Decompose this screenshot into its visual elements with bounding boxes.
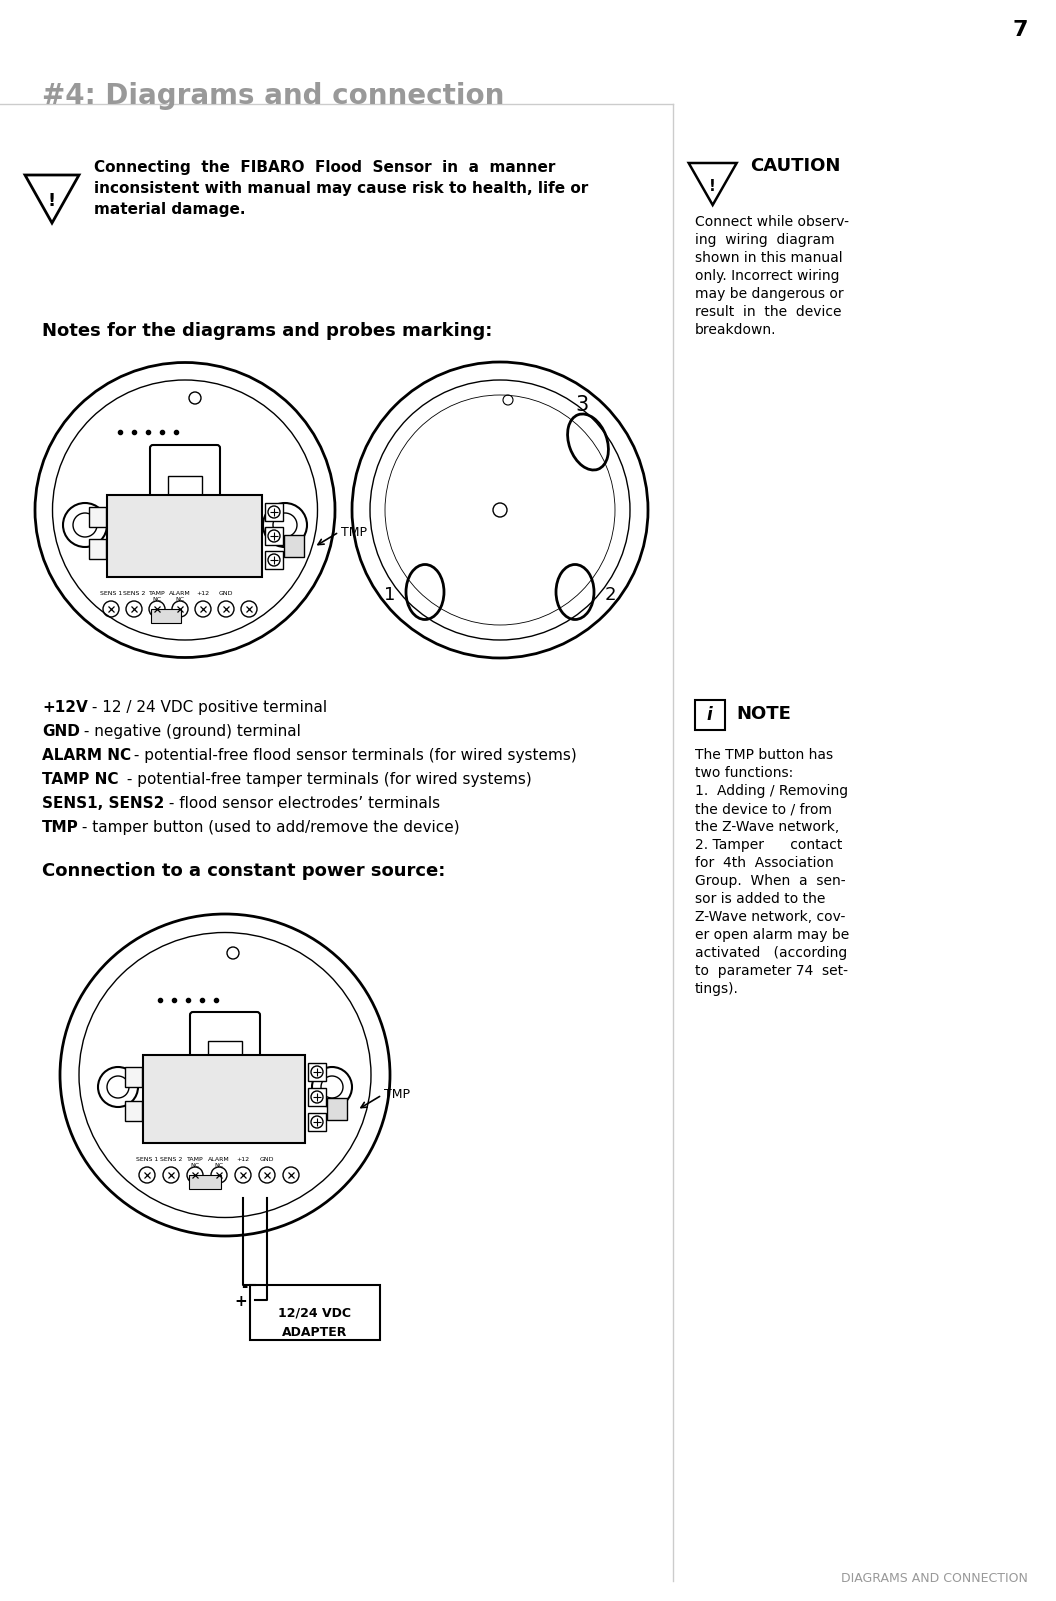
Bar [265,503,283,520]
Text: 12/24 VDC: 12/24 VDC [279,1306,352,1319]
Text: SENS1, SENS2: SENS1, SENS2 [42,796,165,812]
Text: inconsistent with manual may cause risk to health, life or: inconsistent with manual may cause risk … [94,181,588,195]
Bar [327,1098,347,1121]
Text: TAMP
NC: TAMP NC [149,591,166,602]
Bar [125,1101,142,1121]
Text: - flood sensor electrodes’ terminals: - flood sensor electrodes’ terminals [164,796,440,812]
Text: shown in this manual: shown in this manual [695,251,843,266]
Bar [284,535,304,557]
Bar [250,1286,380,1340]
Text: may be dangerous or: may be dangerous or [695,287,844,301]
Bar [265,527,283,544]
Text: - potential-free tamper terminals (for wired systems): - potential-free tamper terminals (for w… [122,772,532,788]
Text: breakdown.: breakdown. [695,323,776,336]
Bar [308,1089,326,1106]
Text: SENS 1: SENS 1 [136,1158,158,1162]
Text: ALARM
NC: ALARM NC [208,1158,230,1167]
Bar [308,1063,326,1081]
Text: TMP: TMP [42,820,79,836]
Text: 3: 3 [576,395,588,415]
Text: Connection to a constant power source:: Connection to a constant power source: [42,861,446,881]
Text: CAUTION: CAUTION [750,157,840,175]
Text: 1.  Adding / Removing: 1. Adding / Removing [695,784,848,797]
Text: - tamper button (used to add/remove the device): - tamper button (used to add/remove the … [77,820,459,836]
Text: activated   (according: activated (according [695,946,847,961]
Text: ADAPTER: ADAPTER [282,1326,347,1338]
Bar [89,508,106,527]
Text: sor is added to the: sor is added to the [695,892,825,906]
Text: Z-Wave network, cov-: Z-Wave network, cov- [695,909,845,924]
Text: +12V: +12V [42,700,88,716]
Text: result  in  the  device: result in the device [695,306,842,319]
Text: SENS 1: SENS 1 [100,591,122,596]
Text: !: ! [48,192,56,210]
Bar [125,1066,142,1087]
Text: TMP: TMP [341,525,367,538]
Text: DIAGRAMS AND CONNECTION: DIAGRAMS AND CONNECTION [842,1572,1027,1585]
Text: +: + [234,1295,247,1310]
Text: the device to / from: the device to / from [695,802,832,817]
Text: for  4th  Association: for 4th Association [695,857,833,869]
Text: material damage.: material damage. [94,202,245,218]
Text: GND: GND [219,591,233,596]
Text: 7: 7 [1013,19,1027,40]
Text: Group.  When  a  sen-: Group. When a sen- [695,874,845,889]
Text: Connect while observ-: Connect while observ- [695,215,849,229]
Text: 2: 2 [604,586,616,604]
Text: GND: GND [42,724,80,740]
Text: SENS 2: SENS 2 [122,591,145,596]
Text: +12: +12 [237,1158,249,1162]
Text: - potential-free flood sensor terminals (for wired systems): - potential-free flood sensor terminals … [129,748,577,764]
Text: -: - [241,1279,247,1295]
Bar [107,495,262,576]
Text: ALARM
NC: ALARM NC [169,591,191,602]
Bar [265,551,283,568]
Text: TAMP NC: TAMP NC [42,772,118,788]
Text: only. Incorrect wiring: only. Incorrect wiring [695,269,840,283]
Text: SENS 2: SENS 2 [159,1158,183,1162]
Text: the Z-Wave network,: the Z-Wave network, [695,820,838,834]
Text: ALARM NC: ALARM NC [42,748,131,764]
Text: NOTE: NOTE [737,704,792,724]
Text: two functions:: two functions: [695,765,793,780]
Text: +12: +12 [196,591,209,596]
Bar [143,1055,305,1143]
Text: tings).: tings). [695,981,738,996]
Text: TAMP
NC: TAMP NC [187,1158,204,1167]
Text: Notes for the diagrams and probes marking:: Notes for the diagrams and probes markin… [42,322,492,339]
Text: - negative (ground) terminal: - negative (ground) terminal [79,724,301,740]
Text: ing  wiring  diagram: ing wiring diagram [695,234,834,247]
Bar [168,475,202,496]
Bar [308,1113,326,1130]
Bar [208,1041,242,1061]
Text: i: i [706,706,713,724]
Text: er open alarm may be: er open alarm may be [695,929,849,941]
Bar [189,1175,221,1190]
Bar [151,608,181,623]
Text: 1: 1 [384,586,396,604]
Text: - 12 / 24 VDC positive terminal: - 12 / 24 VDC positive terminal [87,700,327,716]
Text: #4: Diagrams and connection: #4: Diagrams and connection [42,82,505,110]
Text: Connecting  the  FIBARO  Flood  Sensor  in  a  manner: Connecting the FIBARO Flood Sensor in a … [94,160,555,175]
Text: to  parameter 74  set-: to parameter 74 set- [695,964,848,978]
Text: The TMP button has: The TMP button has [695,748,833,762]
Bar [695,700,724,730]
Text: !: ! [710,179,716,194]
Text: GND: GND [260,1158,275,1162]
Bar [89,540,106,559]
Text: 2. Tamper      contact: 2. Tamper contact [695,837,842,852]
Text: TMP: TMP [384,1089,410,1101]
